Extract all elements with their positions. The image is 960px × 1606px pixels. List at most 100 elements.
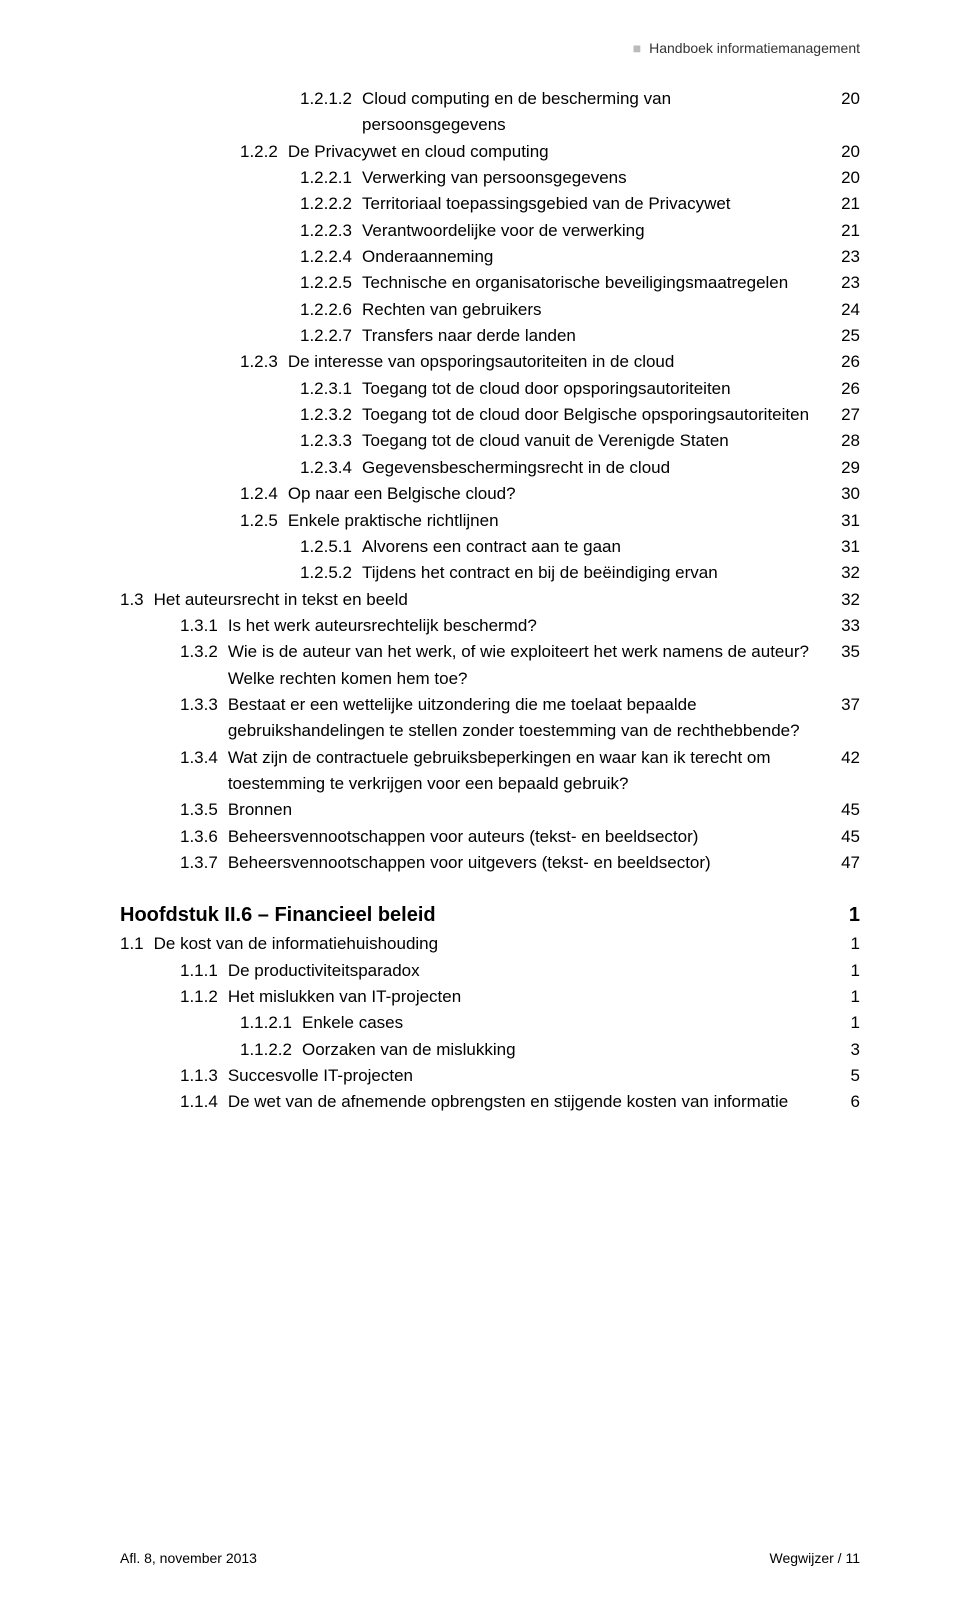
- toc-entry-label: Enkele cases: [302, 1010, 830, 1036]
- toc-section-1: 1.2.1.2Cloud computing en de bescherming…: [120, 86, 860, 876]
- toc-entry-label: Cloud computing en de bescherming van pe…: [362, 86, 830, 139]
- toc-entry-label: Rechten van gebruikers: [362, 297, 830, 323]
- toc-entry: 1.2.2.3Verantwoordelijke voor de verwerk…: [300, 218, 860, 244]
- toc-entry: 1.1.3Succesvolle IT-projecten5: [180, 1063, 860, 1089]
- toc-entry-page: 5: [830, 1063, 860, 1089]
- toc-entry-number: 1.3.3: [180, 692, 228, 718]
- toc-entry-number: 1.3.6: [180, 824, 228, 850]
- toc-entry: 1.3.6Beheersvennootschappen voor auteurs…: [180, 824, 860, 850]
- toc-entry-label: De interesse van opsporingsautoriteiten …: [288, 349, 830, 375]
- toc-entry: 1.2.3.3Toegang tot de cloud vanuit de Ve…: [300, 428, 860, 454]
- toc-entry-page: 3: [830, 1037, 860, 1063]
- toc-entry: 1.2.3.1Toegang tot de cloud door opspori…: [300, 376, 860, 402]
- toc-entry-label: Oorzaken van de mislukking: [302, 1037, 830, 1063]
- toc-entry: 1.3.1Is het werk auteursrechtelijk besch…: [180, 613, 860, 639]
- header-marker-icon: ■: [633, 40, 641, 56]
- toc-entry-label: De productiviteitsparadox: [228, 958, 830, 984]
- toc-entry-page: 31: [830, 508, 860, 534]
- toc-entry-number: 1.2.2.2: [300, 191, 362, 217]
- toc-entry-page: 6: [830, 1089, 860, 1115]
- toc-entry-page: 1: [830, 984, 860, 1010]
- toc-entry-page: 21: [830, 191, 860, 217]
- toc-entry: 1.2.2De Privacywet en cloud computing20: [240, 139, 860, 165]
- toc-entry-label: Toegang tot de cloud vanuit de Verenigde…: [362, 428, 830, 454]
- toc-entry-number: 1.3.2: [180, 639, 228, 665]
- toc-entry: 1.2.2.7Transfers naar derde landen25: [300, 323, 860, 349]
- toc-entry-number: 1.1.1: [180, 958, 228, 984]
- footer-left: Afl. 8, november 2013: [120, 1550, 257, 1566]
- toc-entry: 1.1.1De productiviteitsparadox1: [180, 958, 860, 984]
- toc-entry-label: Het mislukken van IT-projecten: [228, 984, 830, 1010]
- toc-entry-number: 1.2.3.2: [300, 402, 362, 428]
- toc-entry-page: 31: [830, 534, 860, 560]
- toc-entry-label: Het auteursrecht in tekst en beeld: [154, 587, 830, 613]
- toc-entry-number: 1.2.4: [240, 481, 288, 507]
- toc-entry: 1.1.2Het mislukken van IT-projecten1: [180, 984, 860, 1010]
- toc-entry-page: 28: [830, 428, 860, 454]
- toc-entry-page: 24: [830, 297, 860, 323]
- toc-entry-page: 20: [830, 86, 860, 112]
- footer-right: Wegwijzer / 11: [769, 1550, 860, 1566]
- toc-entry-number: 1.2.2.4: [300, 244, 362, 270]
- toc-entry-page: 1: [830, 1010, 860, 1036]
- toc-entry-number: 1.2.3.3: [300, 428, 362, 454]
- toc-entry: 1.1De kost van de informatiehuishouding1: [120, 931, 860, 957]
- toc-entry-number: 1.2.2.1: [300, 165, 362, 191]
- toc-entry: 1.2.5.1Alvorens een contract aan te gaan…: [300, 534, 860, 560]
- toc-entry-number: 1.2.2.7: [300, 323, 362, 349]
- toc-entry: 1.2.2.1Verwerking van persoonsgegevens20: [300, 165, 860, 191]
- toc-entry-number: 1.3.7: [180, 850, 228, 876]
- toc-entry-number: 1.2.1.2: [300, 86, 362, 112]
- toc-entry: 1.2.2.4Onderaanneming23: [300, 244, 860, 270]
- toc-entry-page: 23: [830, 244, 860, 270]
- toc-entry-page: 20: [830, 165, 860, 191]
- toc-entry-page: 32: [830, 560, 860, 586]
- toc-entry-label: Bestaat er een wettelijke uitzondering d…: [228, 692, 830, 745]
- toc-entry-page: 33: [830, 613, 860, 639]
- page-footer: Afl. 8, november 2013 Wegwijzer / 11: [120, 1550, 860, 1566]
- toc-entry-number: 1.2.5.2: [300, 560, 362, 586]
- toc-entry-label: Succesvolle IT-projecten: [228, 1063, 830, 1089]
- toc-entry-number: 1.3.4: [180, 745, 228, 771]
- toc-entry-number: 1.2.2.6: [300, 297, 362, 323]
- toc-entry: 1.2.5.2Tijdens het contract en bij de be…: [300, 560, 860, 586]
- toc-entry-label: Op naar een Belgische cloud?: [288, 481, 830, 507]
- toc-entry-label: Technische en organisatorische beveiligi…: [362, 270, 830, 296]
- toc-entry-number: 1.2.3.4: [300, 455, 362, 481]
- toc-entry-page: 26: [830, 376, 860, 402]
- toc-entry: 1.2.3.4Gegevensbeschermingsrecht in de c…: [300, 455, 860, 481]
- toc-entry-page: 25: [830, 323, 860, 349]
- toc-entry: 1.2.3De interesse van opsporingsautorite…: [240, 349, 860, 375]
- toc-entry-number: 1.1.2.2: [240, 1037, 302, 1063]
- toc-entry-page: 1: [830, 958, 860, 984]
- toc-entry-page: 23: [830, 270, 860, 296]
- toc-entry-label: Wat zijn de contractuele gebruiksbeperki…: [228, 745, 830, 798]
- toc-entry: 1.1.4De wet van de afnemende opbrengsten…: [180, 1089, 860, 1115]
- chapter-page: 1: [830, 904, 860, 927]
- toc-entry-number: 1.3.5: [180, 797, 228, 823]
- toc-entry-label: Toegang tot de cloud door opsporingsauto…: [362, 376, 830, 402]
- toc-entry-number: 1.1.2: [180, 984, 228, 1010]
- toc-entry: 1.1.2.2Oorzaken van de mislukking3: [240, 1037, 860, 1063]
- toc-entry: 1.3.5Bronnen45: [180, 797, 860, 823]
- toc-entry-label: Onderaanneming: [362, 244, 830, 270]
- toc-entry-page: 45: [830, 797, 860, 823]
- toc-entry: 1.2.2.5Technische en organisatorische be…: [300, 270, 860, 296]
- toc-entry-label: De wet van de afnemende opbrengsten en s…: [228, 1089, 830, 1115]
- toc-entry-label: Is het werk auteursrechtelijk beschermd?: [228, 613, 830, 639]
- toc-entry-label: Bronnen: [228, 797, 830, 823]
- toc-entry-label: Verantwoordelijke voor de verwerking: [362, 218, 830, 244]
- toc-entry-page: 1: [830, 931, 860, 957]
- toc-entry-label: Tijdens het contract en bij de beëindigi…: [362, 560, 830, 586]
- toc-entry-page: 29: [830, 455, 860, 481]
- toc-entry-label: De kost van de informatiehuishouding: [154, 931, 830, 957]
- toc-entry-page: 32: [830, 587, 860, 613]
- toc-entry-label: Transfers naar derde landen: [362, 323, 830, 349]
- toc-entry-page: 45: [830, 824, 860, 850]
- toc-entry-label: Verwerking van persoonsgegevens: [362, 165, 830, 191]
- toc-entry-page: 37: [830, 692, 860, 718]
- chapter-heading: Hoofdstuk II.6 – Financieel beleid 1: [120, 904, 860, 927]
- toc-entry: 1.3Het auteursrecht in tekst en beeld32: [120, 587, 860, 613]
- document-page: ■ Handboek informatiemanagement 1.2.1.2C…: [0, 0, 960, 1606]
- toc-entry: 1.3.2Wie is de auteur van het werk, of w…: [180, 639, 860, 692]
